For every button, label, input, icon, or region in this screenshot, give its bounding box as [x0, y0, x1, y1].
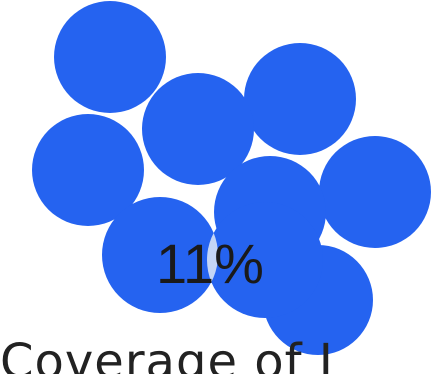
circle-center-upper	[142, 73, 254, 185]
circle-upper-right	[244, 43, 356, 155]
overlap-label: 11%	[156, 232, 264, 295]
circle-bottom-middle	[207, 202, 323, 318]
circle-bottom-left	[102, 197, 218, 313]
circle-top-left	[54, 1, 166, 113]
chart-caption: Coverage of I	[0, 334, 334, 374]
circle-right	[319, 136, 431, 248]
circle-left	[32, 114, 144, 226]
set-circles	[32, 1, 431, 355]
